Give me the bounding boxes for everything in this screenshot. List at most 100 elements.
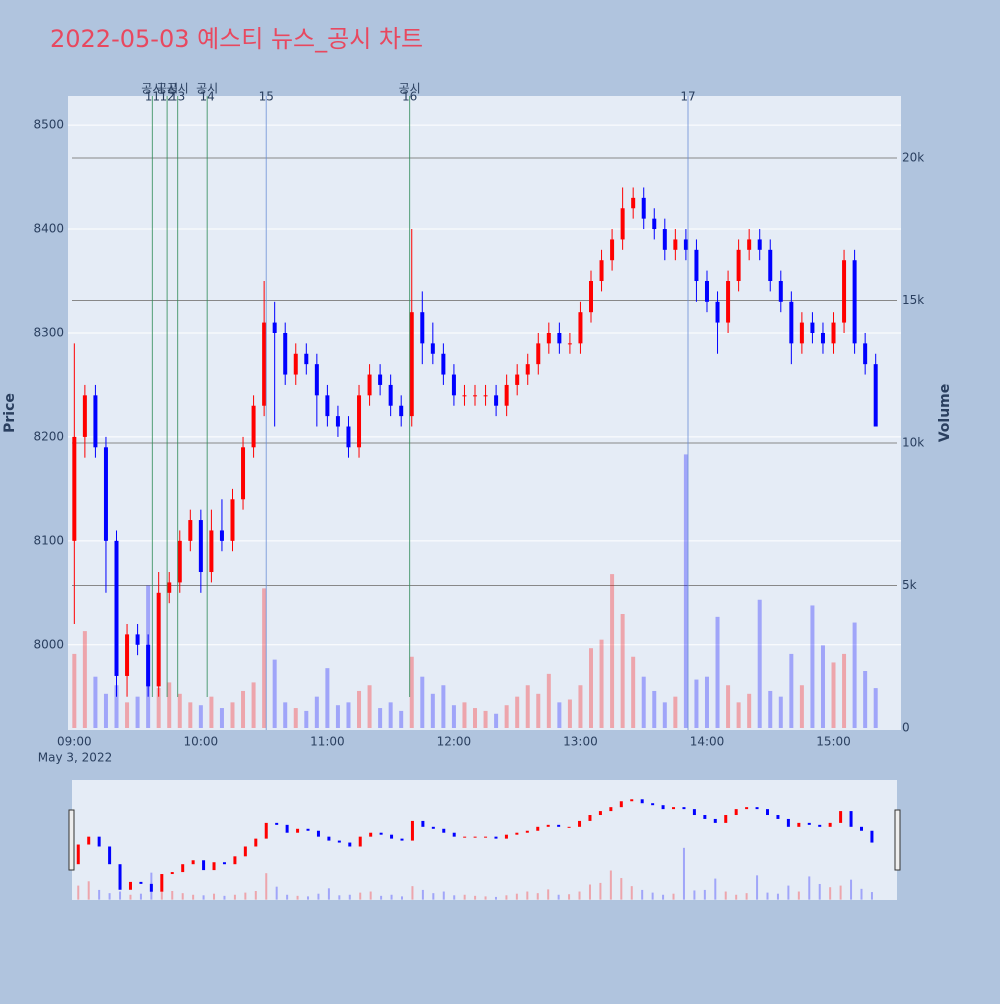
slider-volume-bar xyxy=(338,895,341,900)
candle-body xyxy=(346,426,351,448)
annotation-label: 13 xyxy=(170,90,185,104)
slider-volume-bar xyxy=(766,892,769,900)
volume-bar xyxy=(610,574,615,729)
y2-tick-label: 15k xyxy=(902,293,924,307)
volume-bar xyxy=(378,708,383,729)
volume-bar xyxy=(694,679,699,729)
slider-volume-bar xyxy=(77,885,80,900)
annotation-note: 공시 xyxy=(196,82,218,96)
range-handle[interactable] xyxy=(68,809,75,871)
slider-candle xyxy=(264,822,268,839)
candle-body xyxy=(462,395,467,397)
slider-candle xyxy=(776,815,780,819)
candle-body xyxy=(515,374,520,385)
candle-body xyxy=(114,540,119,676)
volume-bar xyxy=(293,708,298,729)
slider-volume-bar xyxy=(202,895,205,900)
volume-bar xyxy=(82,631,87,729)
slider-volume-bar xyxy=(108,893,111,900)
volume-bar xyxy=(546,673,551,729)
plot-area xyxy=(68,96,901,730)
volume-bar xyxy=(863,671,868,729)
y2-tick-label: 0 xyxy=(902,721,910,735)
volume-bar xyxy=(768,690,773,729)
annotation-label: 12 xyxy=(159,90,174,104)
slider-volume-bar xyxy=(317,893,320,900)
volume-bar xyxy=(704,676,709,729)
candle-body xyxy=(726,281,731,323)
slider-volume-bar xyxy=(839,885,842,900)
candle-body xyxy=(799,322,804,344)
volume-bar xyxy=(631,656,636,729)
slider-volume-bar xyxy=(620,878,623,900)
range-handle[interactable] xyxy=(894,809,901,871)
annotation-label: 14 xyxy=(200,90,215,104)
slider-volume-bar xyxy=(233,894,236,900)
volume-bar xyxy=(367,685,372,729)
slider-volume-bar xyxy=(265,873,268,900)
volume-bar xyxy=(325,668,330,729)
slider-volume-bar xyxy=(453,895,456,900)
candle-body xyxy=(135,634,140,645)
annotation-note: 공시 xyxy=(156,82,178,96)
candle-body xyxy=(262,322,267,406)
slider-volume-bar xyxy=(588,884,591,900)
slider-candle xyxy=(358,836,362,847)
slider-volume-bar xyxy=(474,895,477,900)
volume-bar xyxy=(641,676,646,729)
y2-tick-label: 5k xyxy=(902,578,917,592)
candle-body xyxy=(641,197,646,219)
slider-candle xyxy=(536,826,540,831)
slider-volume-bar xyxy=(139,893,142,900)
candle-body xyxy=(156,592,161,687)
slider-volume-bar xyxy=(515,893,518,900)
slider-candle xyxy=(609,807,613,812)
slider-candle xyxy=(567,826,571,828)
slider-volume-bar xyxy=(776,893,779,900)
slider-candle xyxy=(421,820,425,827)
slider-volume-bar xyxy=(192,894,195,900)
slider-volume-bar xyxy=(244,892,247,900)
candle-body xyxy=(873,364,878,427)
volume-bar xyxy=(483,710,488,729)
y-tick-label: 8100 xyxy=(33,533,64,547)
slider-volume-bar xyxy=(568,894,571,900)
slider-volume-bar xyxy=(213,893,216,900)
slider-candle xyxy=(410,820,414,841)
volume-bar xyxy=(842,653,847,729)
volume-bar xyxy=(72,653,77,729)
y-tick-label: 8000 xyxy=(33,637,64,651)
volume-bar xyxy=(683,454,688,729)
slider-volume-bar xyxy=(860,888,863,900)
slider-candle xyxy=(348,842,352,847)
slider-candle xyxy=(296,828,300,833)
slider-candle xyxy=(546,824,550,827)
volume-bar xyxy=(789,653,794,729)
volume-bar xyxy=(494,713,499,729)
y-axis-title: Price xyxy=(2,393,18,433)
candle-body xyxy=(694,249,699,282)
volume-bar xyxy=(588,648,593,729)
candle-body xyxy=(167,582,172,593)
slider-volume-bar xyxy=(296,895,299,900)
slider-candle xyxy=(807,822,811,825)
volume-bar xyxy=(462,702,467,729)
candle-body xyxy=(420,312,425,344)
slider-volume-bar xyxy=(829,887,832,900)
slider-candle xyxy=(128,881,132,890)
range-slider[interactable] xyxy=(72,780,897,900)
volume-bar xyxy=(135,696,140,729)
slider-volume-bar xyxy=(275,886,278,900)
volume-bar xyxy=(346,702,351,729)
candle-body xyxy=(146,644,151,687)
slider-candle xyxy=(337,840,341,843)
slider-volume-bar xyxy=(119,891,122,900)
candle-body xyxy=(789,301,794,344)
slider-candle xyxy=(108,846,112,865)
volume-bar xyxy=(525,685,530,729)
slider-candle xyxy=(682,807,686,810)
x-date-label: May 3, 2022 xyxy=(38,751,112,765)
slider-volume-bar xyxy=(526,891,529,900)
slider-candle xyxy=(588,815,592,821)
slider-candle xyxy=(661,805,665,810)
